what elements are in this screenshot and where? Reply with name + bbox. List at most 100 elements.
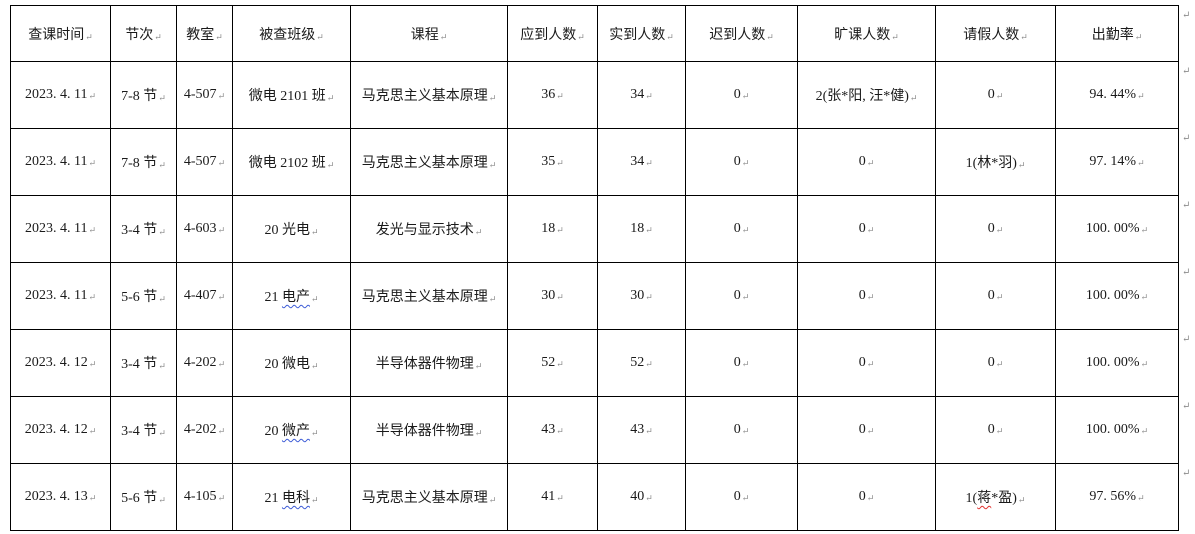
cell-leave-count[interactable]: 1(蒋*盈)↵ <box>935 463 1056 531</box>
cell-actual-count[interactable]: 30↵ <box>597 262 686 330</box>
cell-expected-count[interactable]: 43↵ <box>507 396 598 464</box>
cell-expected-count[interactable]: 30↵ <box>507 262 598 330</box>
cell-absent-count[interactable]: 0↵ <box>797 329 936 397</box>
cell-late-count[interactable]: 0↵ <box>685 329 798 397</box>
end-of-cell-mark: ↵ <box>88 359 97 369</box>
cell-period[interactable]: 3-4 节↵ <box>110 195 177 263</box>
cell-attendance-rate[interactable]: 100. 00%↵ <box>1055 262 1179 330</box>
cell-expected-count[interactable]: 35↵ <box>507 128 598 196</box>
cell-absent-count[interactable]: 0↵ <box>797 463 936 531</box>
cell-attendance-rate[interactable]: 94. 44%↵ <box>1055 61 1179 129</box>
cell-period[interactable]: 5-6 节↵ <box>110 262 177 330</box>
cell-actual-count[interactable]: 43↵ <box>597 396 686 464</box>
header-period[interactable]: 节次↵ <box>110 5 177 62</box>
header-classroom[interactable]: 教室↵ <box>176 5 233 62</box>
cell-leave-count[interactable]: 0↵ <box>935 61 1056 129</box>
cell-absent-count[interactable]: 0↵ <box>797 262 936 330</box>
cell-classroom[interactable]: 4-603↵ <box>176 195 233 263</box>
cell-leave-count[interactable]: 0↵ <box>935 262 1056 330</box>
cell-actual-count[interactable]: 18↵ <box>597 195 686 263</box>
cell-check-time[interactable]: 2023. 4. 12↵ <box>10 329 111 397</box>
cell-check-time[interactable]: 2023. 4. 11↵ <box>10 128 111 196</box>
header-attendance-rate[interactable]: 出勤率↵ <box>1055 5 1179 62</box>
cell-attendance-rate[interactable]: 97. 14%↵ <box>1055 128 1179 196</box>
cell-expected-count[interactable]: 52↵ <box>507 329 598 397</box>
cell-late-count[interactable]: 0↵ <box>685 61 798 129</box>
cell-attendance-rate[interactable]: 100. 00%↵ <box>1055 396 1179 464</box>
cell-classroom[interactable]: 4-507↵ <box>176 128 233 196</box>
cell-expected-count[interactable]: 18↵ <box>507 195 598 263</box>
cell-inspected-class[interactable]: 20 光电↵ <box>232 195 351 263</box>
cell-check-time[interactable]: 2023. 4. 11↵ <box>10 61 111 129</box>
header-actual-count[interactable]: 实到人数↵ <box>597 5 686 62</box>
cell-inspected-class[interactable]: 微电 2101 班↵ <box>232 61 351 129</box>
header-label: 实到人数 <box>609 27 666 43</box>
end-of-cell-mark: ↵ <box>158 93 166 103</box>
cell-actual-count[interactable]: 52↵ <box>597 329 686 397</box>
cell-text: 97. 14% <box>1089 154 1137 169</box>
cell-attendance-rate[interactable]: 97. 56%↵ <box>1055 463 1179 531</box>
cell-inspected-class[interactable]: 21 电科↵ <box>232 463 351 531</box>
cell-late-count[interactable]: 0↵ <box>685 195 798 263</box>
cell-check-time[interactable]: 2023. 4. 11↵ <box>10 195 111 263</box>
header-course[interactable]: 课程↵ <box>350 5 508 62</box>
cell-actual-count[interactable]: 40↵ <box>597 463 686 531</box>
cell-absent-count[interactable]: 0↵ <box>797 128 936 196</box>
cell-course[interactable]: 发光与显示技术↵ <box>350 195 508 263</box>
cell-course[interactable]: 马克思主义基本原理↵ <box>350 262 508 330</box>
header-absent-count[interactable]: 旷课人数↵ <box>797 5 936 62</box>
end-of-cell-mark: ↵ <box>88 426 97 436</box>
cell-attendance-rate[interactable]: 100. 00%↵ <box>1055 195 1179 263</box>
cell-late-count[interactable]: 0↵ <box>685 463 798 531</box>
cell-absent-count[interactable]: 0↵ <box>797 195 936 263</box>
cell-check-time[interactable]: 2023. 4. 12↵ <box>10 396 111 464</box>
cell-period[interactable]: 7-8 节↵ <box>110 128 177 196</box>
cell-check-time[interactable]: 2023. 4. 11↵ <box>10 262 111 330</box>
end-of-cell-mark: ↵ <box>645 426 653 436</box>
cell-inspected-class[interactable]: 20 微产↵ <box>232 396 351 464</box>
cell-classroom[interactable]: 4-507↵ <box>176 61 233 129</box>
cell-expected-count[interactable]: 36↵ <box>507 61 598 129</box>
cell-course[interactable]: 半导体器件物理↵ <box>350 329 508 397</box>
cell-late-count[interactable]: 0↵ <box>685 128 798 196</box>
cell-leave-count[interactable]: 0↵ <box>935 396 1056 464</box>
header-check-time[interactable]: 查课时间↵ <box>10 5 111 62</box>
cell-course[interactable]: 马克思主义基本原理↵ <box>350 128 508 196</box>
cell-classroom[interactable]: 4-105↵ <box>176 463 233 531</box>
cell-period[interactable]: 3-4 节↵ <box>110 396 177 464</box>
cell-text: 40 <box>630 489 645 504</box>
cell-leave-count[interactable]: 0↵ <box>935 329 1056 397</box>
header-inspected-class[interactable]: 被查班级↵ <box>232 5 351 62</box>
cell-inspected-class[interactable]: 微电 2102 班↵ <box>232 128 351 196</box>
header-expected-count[interactable]: 应到人数↵ <box>507 5 598 62</box>
cell-course[interactable]: 半导体器件物理↵ <box>350 396 508 464</box>
cell-leave-count[interactable]: 0↵ <box>935 195 1056 263</box>
cell-absent-count[interactable]: 0↵ <box>797 396 936 464</box>
cell-course[interactable]: 马克思主义基本原理↵ <box>350 61 508 129</box>
cell-period[interactable]: 3-4 节↵ <box>110 329 177 397</box>
cell-period[interactable]: 5-6 节↵ <box>110 463 177 531</box>
cell-late-count[interactable]: 0↵ <box>685 396 798 464</box>
cell-course[interactable]: 马克思主义基本原理↵ <box>350 463 508 531</box>
cell-inspected-class[interactable]: 20 微电↵ <box>232 329 351 397</box>
cell-text: 3-4 节 <box>121 357 158 372</box>
cell-expected-count[interactable]: 41↵ <box>507 463 598 531</box>
end-of-cell-mark: ↵ <box>158 361 166 371</box>
header-leave-count[interactable]: 请假人数↵ <box>935 5 1056 62</box>
cell-check-time[interactable]: 2023. 4. 13↵ <box>10 463 111 531</box>
cell-late-count[interactable]: 0↵ <box>685 262 798 330</box>
header-label: 查课时间 <box>28 27 85 43</box>
cell-actual-count[interactable]: 34↵ <box>597 128 686 196</box>
cell-absent-count[interactable]: 2(张*阳, 汪*健)↵ <box>797 61 936 129</box>
cell-classroom[interactable]: 4-407↵ <box>176 262 233 330</box>
cell-text: 0 <box>733 221 741 236</box>
cell-attendance-rate[interactable]: 100. 00%↵ <box>1055 329 1179 397</box>
cell-actual-count[interactable]: 34↵ <box>597 61 686 129</box>
cell-classroom[interactable]: 4-202↵ <box>176 396 233 464</box>
cell-period[interactable]: 7-8 节↵ <box>110 61 177 129</box>
cell-inspected-class[interactable]: 21 电产↵ <box>232 262 351 330</box>
header-late-count[interactable]: 迟到人数↵ <box>685 5 798 62</box>
end-of-cell-mark: ↵ <box>154 31 162 42</box>
cell-leave-count[interactable]: 1(林*羽)↵ <box>935 128 1056 196</box>
cell-classroom[interactable]: 4-202↵ <box>176 329 233 397</box>
